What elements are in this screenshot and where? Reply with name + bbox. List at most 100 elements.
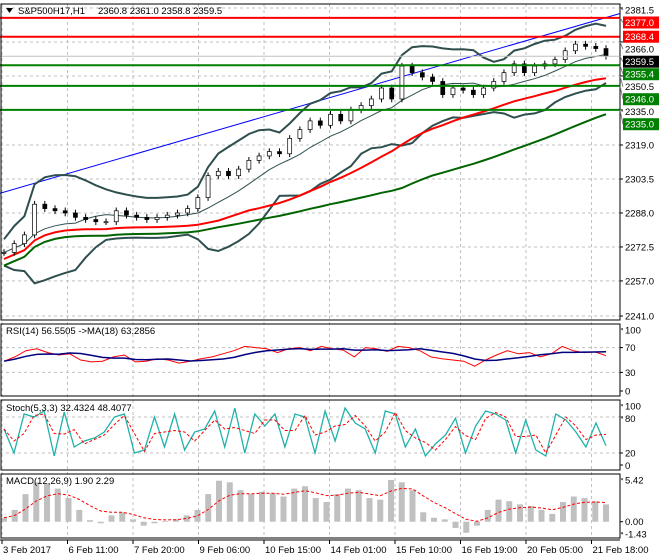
candle-body [532,65,537,74]
macd-bar [302,486,308,522]
macd-bar [108,515,115,522]
candle-body [307,120,313,131]
macd-bar [431,517,437,522]
candle-body [124,210,129,216]
macd-bar [398,482,405,522]
label-leader [619,478,624,481]
ma-fast [3,77,607,260]
candle-body [399,65,405,100]
stoch-tick-label: 0 [625,461,630,472]
candle-body [226,170,231,177]
label-leader [619,17,624,23]
macd-bar [44,483,50,522]
macd-bar [183,515,190,522]
macd-bar [162,520,169,522]
level-label: 2377.0 [625,18,654,29]
rsi-pane[interactable] [3,345,607,367]
time-label: 7 Feb 20:00 [134,545,185,556]
candle-body [440,81,446,95]
bollinger-lower [3,82,607,285]
macd-bar [452,521,459,529]
candle-body [471,89,476,95]
symbol-label: S&P500H17,H1 [18,6,85,17]
axes: 3 Feb 2017 6 Feb 11:00 7 Feb 20:00 9 Feb 06… [0,3,659,556]
stoch-signal-line [3,411,607,455]
macd-bar [592,501,599,522]
time-label: 14 Feb 01:00 [331,545,387,556]
label-leader [619,532,624,535]
candle-body [419,72,425,78]
label-leader [619,404,624,407]
macd-bar [65,498,72,522]
label-leader [619,328,624,331]
macd-bar [205,494,212,522]
rsi-ma-line [3,347,607,362]
macd-bar [484,509,491,522]
macd-bar [377,499,384,522]
candle-body [491,81,497,89]
candle-body [573,43,578,52]
label-leader [619,7,624,11]
candle-body [430,76,435,82]
bollinger-middle [3,53,607,253]
candle-body [1,252,7,254]
rsi-tick-label: 100 [625,326,641,337]
candle-body [562,50,568,60]
macd-bar [420,512,427,522]
time-label: 10 Feb 15:00 [265,545,321,556]
macd-bar [312,498,319,522]
label-leader [619,75,624,87]
price-tick-label: 2381.5 [625,6,654,17]
label-leader [619,109,624,125]
candle-body [195,197,201,209]
macd-bar [345,488,351,522]
candle-body [348,109,354,122]
candle-body [409,65,415,74]
stoch-title: Stoch(5,3,3) 32.4324 48.4077 [6,403,132,414]
grid [0,4,620,538]
time-label: 9 Feb 06:00 [200,545,251,556]
rsi-tick-label: 70 [625,343,636,354]
candle-body [266,151,272,157]
stoch-pane[interactable] [3,406,607,458]
macd-pane[interactable] [1,479,609,533]
rsi-tick-label: 0 [625,387,630,398]
macd-tick-label: -1.43 [625,530,647,541]
macd-bar [474,521,480,526]
macd-title: MACD(12,26,9) 1.90 2.29 [6,476,114,487]
candle-body [481,87,486,95]
candle-body [73,212,78,218]
current-price-label-bg [623,55,659,68]
candle-body [379,87,384,100]
candle-body [154,217,160,220]
candle-body [460,87,466,91]
macd-bar [119,512,126,522]
candle-body [134,214,139,218]
macd-bar [269,493,276,522]
macd-bar [151,521,158,524]
macd-bar [173,519,179,522]
macd-bar [560,502,566,522]
macd-bar [226,482,233,522]
macd-bar [1,517,7,522]
candle-body [450,87,456,95]
candle-body [328,113,333,126]
rsi-tick-label: 30 [625,368,636,379]
stoch-tick-label: 80 [625,414,636,425]
macd-bar [194,509,201,522]
candle-body [552,59,558,65]
label-leader [619,416,624,419]
macd-bar [549,513,556,522]
candle-body [522,63,527,74]
macd-bar [130,519,136,522]
time-label: 20 Feb 05:00 [527,545,583,556]
dropdown-triangle-icon[interactable] [6,8,13,13]
main-frame [0,3,621,321]
macd-bar [388,479,394,522]
candle-body [52,208,58,212]
price-pane[interactable] [0,13,621,285]
time-label: 21 Feb 18:00 [593,545,649,556]
macd-tick-label: 0.00 [625,517,644,528]
